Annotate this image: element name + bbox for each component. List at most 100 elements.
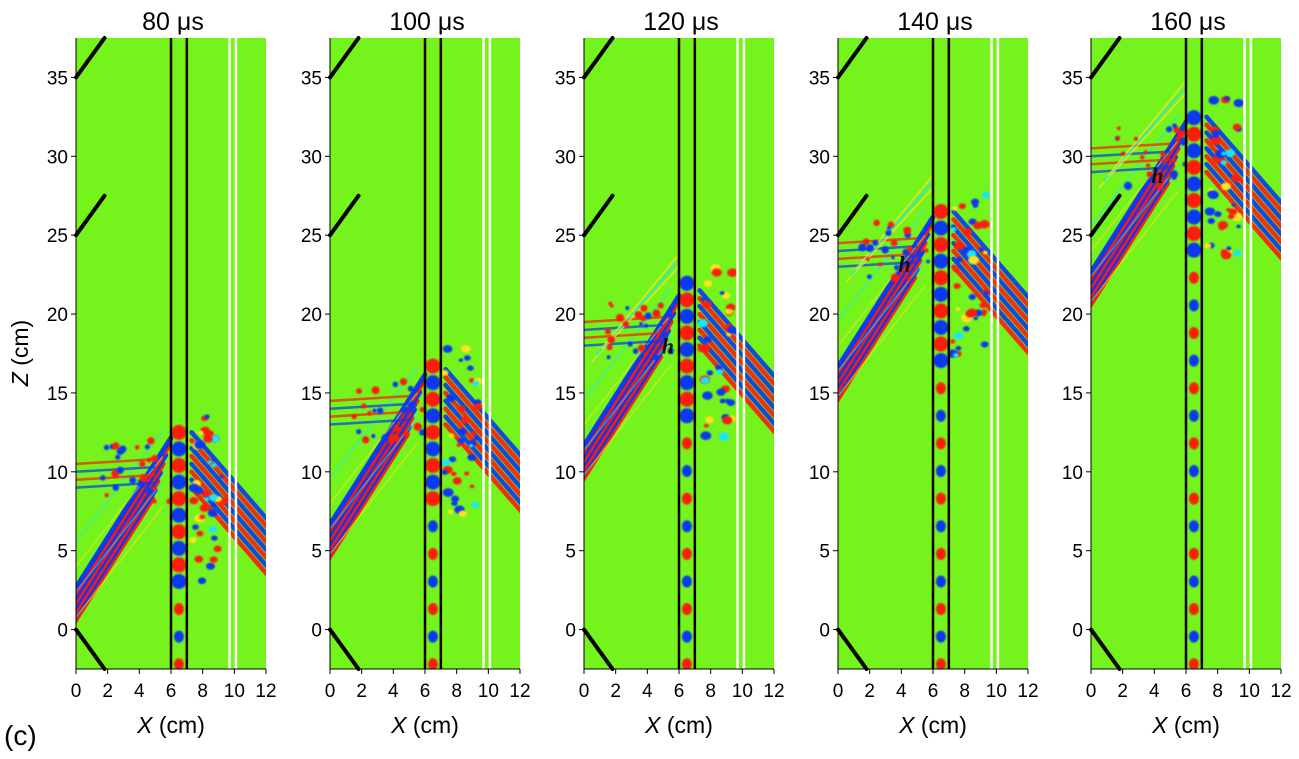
wavefront-stripe [584, 293, 682, 449]
y-tick-label: 30 [555, 147, 576, 168]
channel-mode-blob [935, 465, 946, 478]
interference-blob [1116, 126, 1121, 131]
panel-title: 140 μs [897, 8, 973, 36]
scatter-blob [713, 314, 718, 318]
scatter-blob [465, 446, 470, 450]
interference-blob [890, 273, 899, 282]
channel-mode-blob [1188, 271, 1199, 284]
scatter-blob [1224, 96, 1230, 101]
x-tick-label: 2 [1117, 681, 1128, 702]
scatter-blob [188, 483, 200, 493]
interference-blob [408, 401, 417, 410]
y-tick-label: 20 [555, 305, 576, 326]
scatter-blob [700, 297, 706, 302]
interference-blob [152, 499, 157, 504]
reflected-band [76, 457, 156, 466]
channel-mode-blob [933, 270, 949, 286]
channel-mode-blob [425, 408, 441, 424]
interference-blob [865, 257, 870, 262]
transmitted-stripe [1204, 114, 1281, 206]
scatter-blob [722, 416, 733, 425]
interference-blob [606, 344, 613, 351]
scatter-blob [979, 302, 987, 309]
x-tick-label: 10 [224, 681, 245, 702]
interference-blob [356, 429, 362, 435]
panel-title: 160 μs [1150, 8, 1226, 36]
interference-blob [1162, 164, 1168, 170]
channel-mode-blob [171, 540, 187, 556]
y-tick-label: 15 [555, 384, 576, 405]
scatter-blob [955, 346, 962, 351]
scatter-blob [1204, 242, 1212, 249]
wave-field [584, 253, 774, 669]
interference-blob [1123, 181, 1133, 190]
transmitted-stripe [443, 406, 520, 498]
channel-mode-blob [427, 547, 438, 560]
scatter-blob [715, 364, 723, 371]
scatter-blob [211, 463, 217, 468]
y-tick-label: 25 [555, 226, 576, 247]
interference-blob [627, 341, 633, 347]
scatter-blob [1232, 123, 1242, 131]
scatter-blob [1230, 174, 1241, 182]
scatter-blob [953, 242, 964, 251]
scatter-blob [189, 496, 199, 505]
wavefront-stripe [330, 372, 428, 528]
scatter-blob [1208, 96, 1220, 105]
channel-mode-blob [173, 630, 184, 643]
x-tick-label: 12 [763, 681, 784, 702]
interference-blob [1133, 136, 1139, 141]
channel-mode-blob [1186, 226, 1202, 242]
y-tick-label: 5 [57, 542, 68, 563]
channel-mode-blob [1186, 242, 1202, 258]
scatter-blob [1221, 151, 1226, 156]
channel-mode-blob [681, 630, 692, 643]
y-tick-label: 0 [819, 621, 830, 642]
scatter-blob [1204, 207, 1216, 216]
panel-title: 80 μs [142, 8, 204, 36]
scatter-blob [196, 530, 204, 537]
interference-blob [356, 388, 362, 394]
scatter-blob [954, 331, 964, 340]
interference-blob [381, 434, 390, 443]
interference-blob [146, 487, 154, 495]
transmitted-stripe [443, 398, 520, 490]
interference-blob [112, 484, 119, 491]
channel-mode-blob [1186, 192, 1202, 208]
interference-blob [887, 226, 891, 231]
scatter-blob [700, 344, 711, 353]
diagonal-marker [582, 627, 615, 671]
x-tick-label: 12 [255, 681, 276, 702]
interference-blob [1115, 135, 1120, 141]
interference-blob [878, 262, 883, 267]
scatter-blob [955, 256, 963, 263]
channel-mode-blob [171, 424, 187, 440]
reflected-band [838, 237, 918, 245]
channel-mode-blob [171, 573, 187, 589]
scatter-blob [951, 206, 958, 211]
interference-blob [610, 304, 614, 308]
scatter-blob [457, 405, 466, 412]
channel-mode-blob [933, 303, 949, 319]
diagonal-marker [836, 193, 869, 238]
x-axis-symbol: X [1151, 712, 1169, 738]
scatter-blob [1207, 218, 1216, 225]
interference-blob [152, 486, 157, 492]
y-axis-label: Z (cm) [7, 320, 33, 387]
channel-mode-blob [681, 603, 692, 616]
x-tick-label: 2 [864, 681, 875, 702]
wave-field [330, 345, 520, 669]
channel-mode-blob [1186, 209, 1202, 225]
channel-mode-blob [171, 557, 187, 573]
channel-mode-blob [933, 220, 949, 236]
interference-blob [625, 305, 630, 311]
channel-mode-blob [1186, 159, 1202, 175]
channel-mode-blob [1186, 176, 1202, 192]
interference-blob [615, 313, 624, 322]
channel-mode-blob [933, 237, 949, 253]
x-tick-label: 2 [356, 681, 367, 702]
x-tick-label: 6 [928, 681, 939, 702]
interference-blob [644, 344, 649, 349]
scatter-blob [204, 414, 210, 419]
